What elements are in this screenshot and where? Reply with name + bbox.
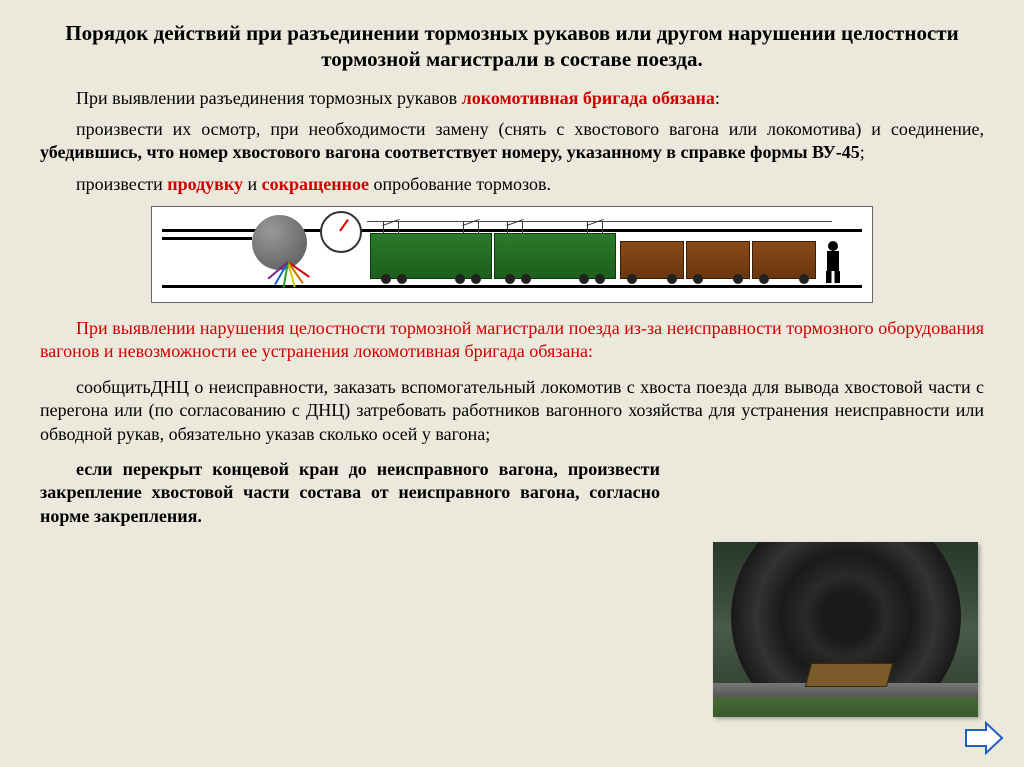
wheel-icon — [799, 274, 809, 284]
photo-brake-shoe — [805, 663, 893, 687]
p2-bold: убедившись, что номер хвостового вагона … — [40, 142, 860, 162]
wagon-1 — [620, 241, 684, 279]
wheel-icon — [693, 274, 703, 284]
wheel-icon — [627, 274, 637, 284]
pantograph-icon — [383, 222, 399, 234]
train-diagram — [151, 206, 873, 303]
locomotive-1 — [370, 233, 492, 279]
paragraph-4: При выявлении нарушения целостности торм… — [40, 317, 984, 364]
p3-post: опробование тормозов. — [369, 174, 551, 194]
p2-pre: произвести их осмотр, при необходимости … — [76, 119, 984, 139]
pantograph-icon — [587, 222, 603, 234]
wheel-icon — [521, 274, 531, 284]
p3-mid: и — [243, 174, 262, 194]
brake-shoe-photo — [713, 542, 978, 717]
wheel-icon — [667, 274, 677, 284]
p3-pre: произвести — [76, 174, 167, 194]
pantograph-icon — [463, 222, 479, 234]
rail-line-top-short — [162, 237, 252, 240]
p1-red: локомотивная бригада обязана — [462, 88, 715, 108]
person-icon — [824, 241, 842, 281]
arrow-right-icon — [964, 721, 1004, 755]
pantograph-icon — [507, 222, 523, 234]
wagon-2 — [686, 241, 750, 279]
wheel-icon — [381, 274, 391, 284]
next-page-button[interactable] — [964, 721, 1004, 755]
wheel-icon — [733, 274, 743, 284]
paragraph-2: произвести их осмотр, при необходимости … — [40, 118, 984, 165]
wagon-3 — [752, 241, 816, 279]
wheel-icon — [595, 274, 605, 284]
p3-red1: продувку — [167, 174, 243, 194]
paragraph-3: произвести продувку и сокращенное опробо… — [40, 173, 984, 196]
brake-handle-positions — [262, 262, 312, 290]
pressure-gauge-icon — [320, 211, 362, 253]
wheel-icon — [397, 274, 407, 284]
p2-post: ; — [860, 142, 865, 162]
wheel-icon — [759, 274, 769, 284]
wheel-icon — [455, 274, 465, 284]
photo-grass — [713, 695, 978, 717]
paragraph-1: При выявлении разъединения тормозных рук… — [40, 87, 984, 110]
p1-pre: При выявлении разъединения тормозных рук… — [76, 88, 462, 108]
p1-post: : — [715, 88, 720, 108]
wheel-icon — [505, 274, 515, 284]
wheel-icon — [471, 274, 481, 284]
paragraph-5: сообщитьДНЦ о неисправности, заказать вс… — [40, 376, 984, 446]
wheel-icon — [579, 274, 589, 284]
page-title: Порядок действий при разъединении тормоз… — [40, 20, 984, 73]
p3-red2: сокращенное — [262, 174, 369, 194]
locomotive-2 — [494, 233, 616, 279]
paragraph-6: если перекрыт концевой кран до неисправн… — [40, 458, 660, 528]
